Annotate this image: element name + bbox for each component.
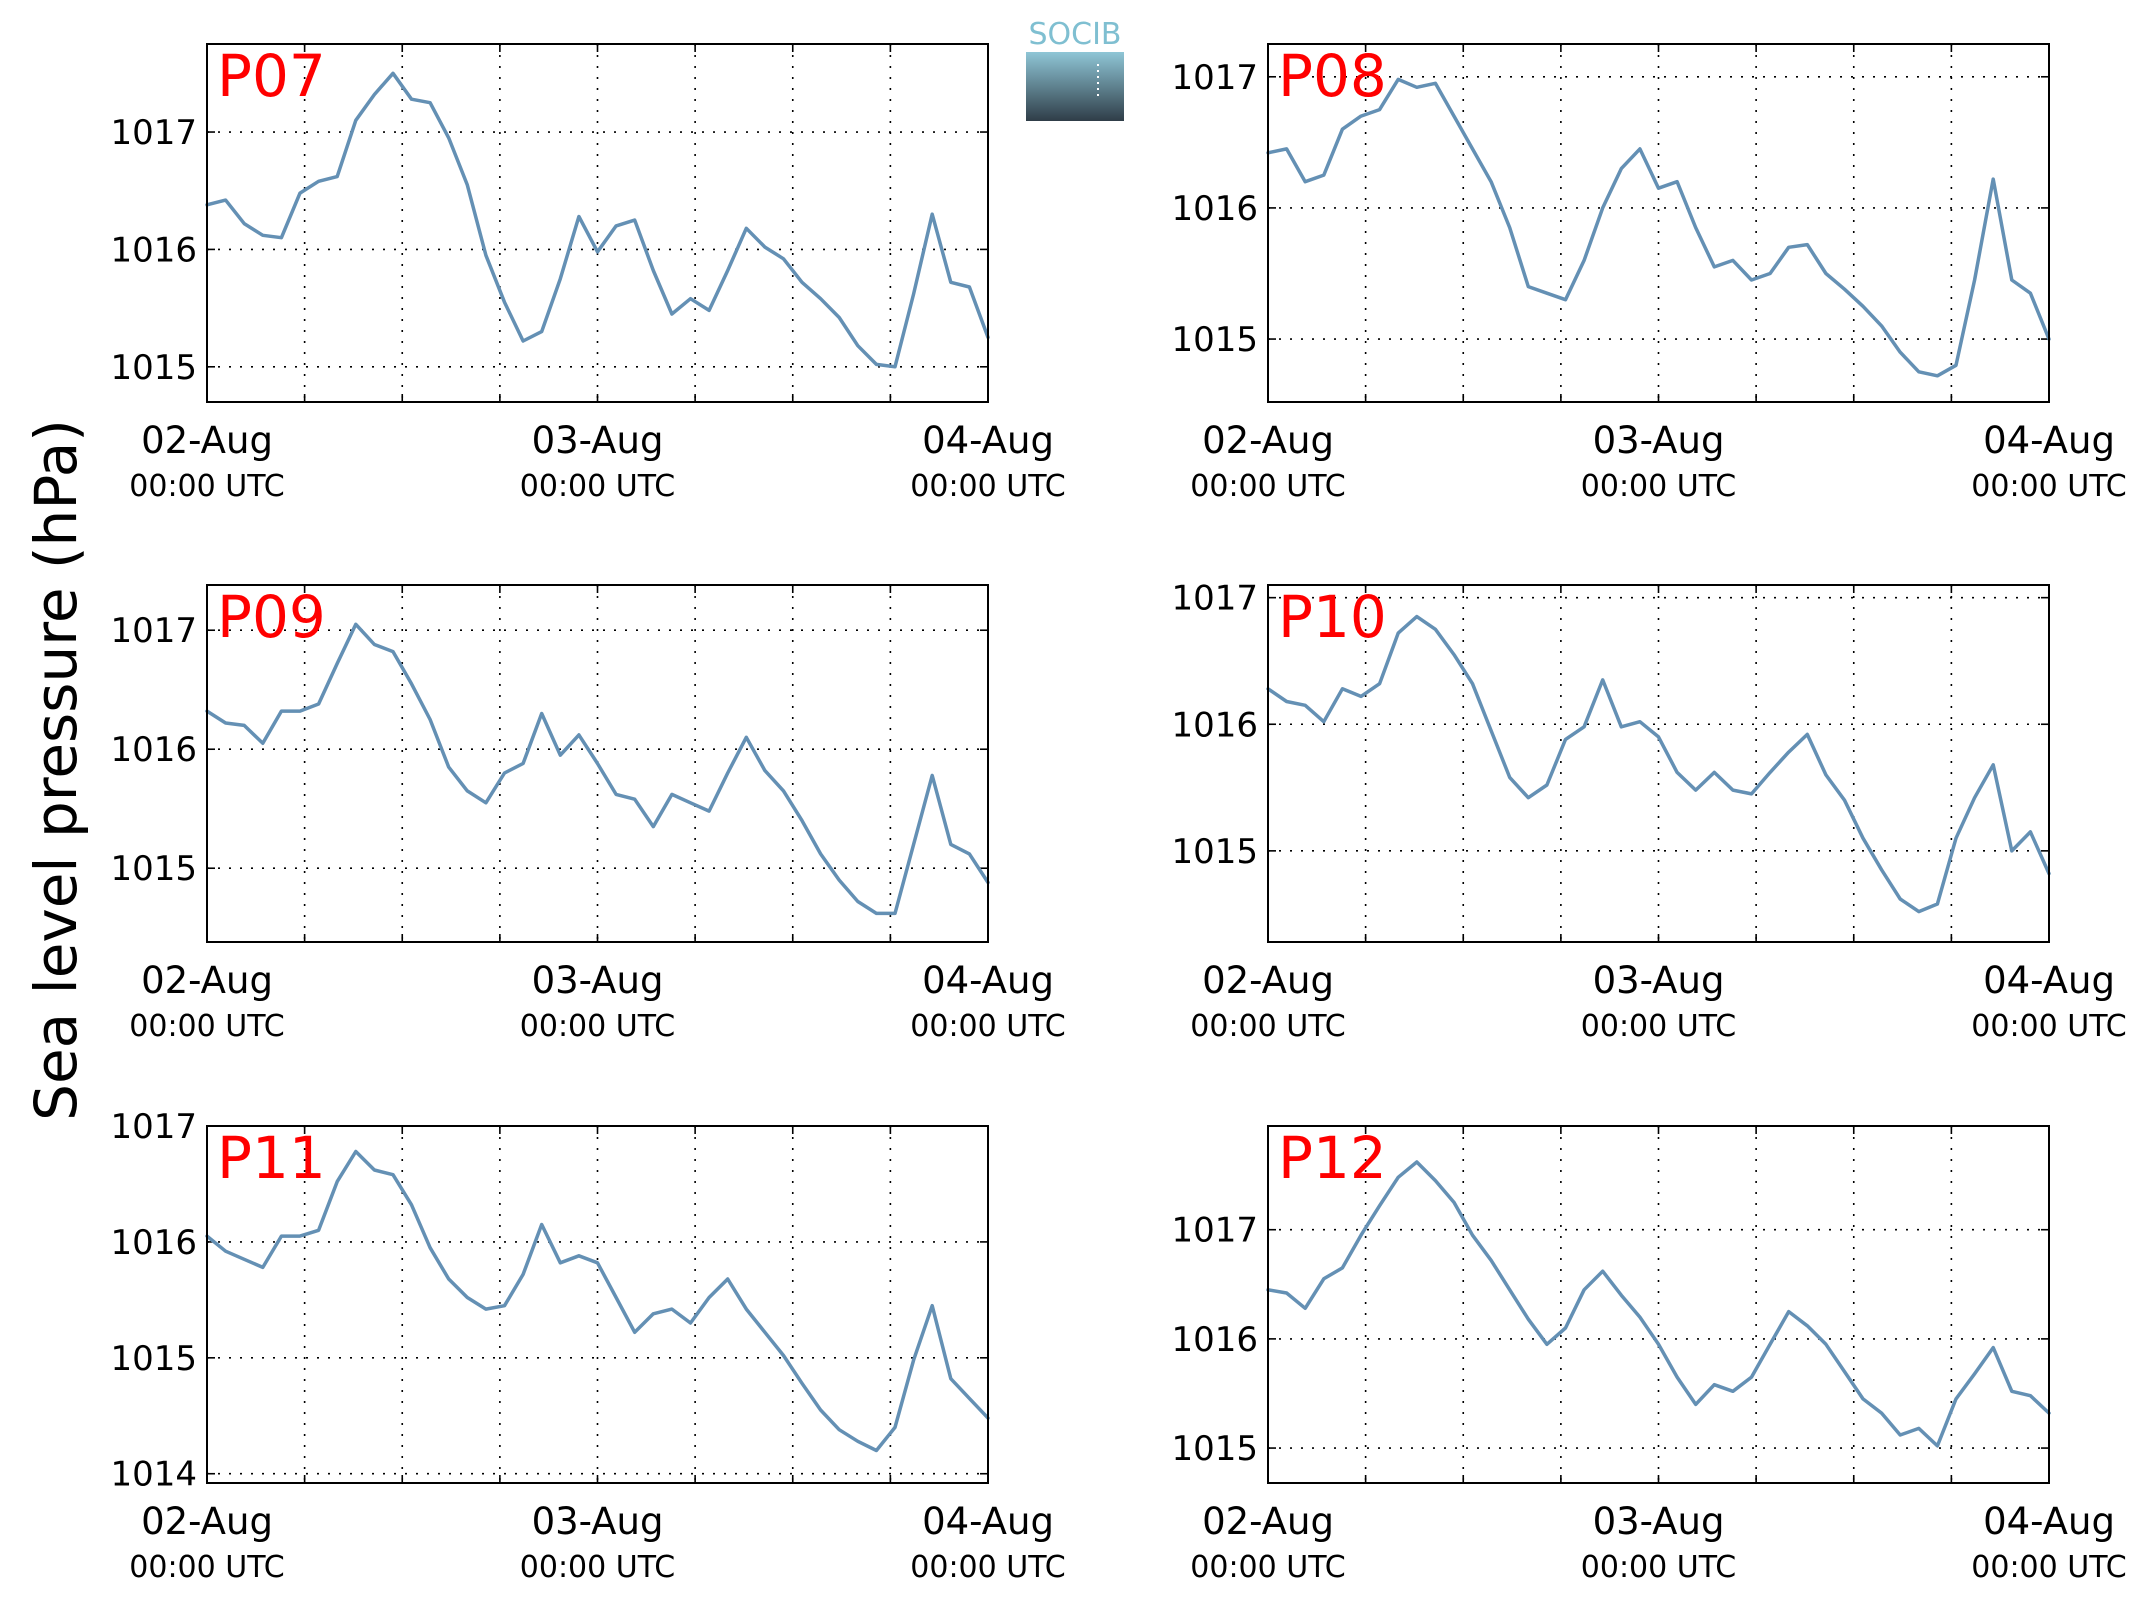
plot-frame — [1267, 1125, 2050, 1484]
series-line-p09 — [205, 622, 990, 916]
x-tick-label-time: 00:00 UTC — [520, 1009, 675, 1044]
y-tick-label: 1017 — [110, 1107, 197, 1147]
x-tick-label-date: 04-Aug — [1983, 1500, 2115, 1543]
x-tick-label-time: 00:00 UTC — [910, 1550, 1065, 1585]
y-tick-label: 1017 — [1171, 579, 1258, 619]
x-tick-label-date: 03-Aug — [532, 1500, 664, 1543]
x-tick-label-time: 00:00 UTC — [910, 469, 1065, 504]
socib-logo: SOCIB — [1026, 17, 1124, 121]
y-tick-label: 1016 — [110, 1223, 197, 1263]
series-line-p11 — [205, 1149, 990, 1453]
panel-label: P12 — [1278, 1124, 1387, 1192]
logo-text: SOCIB — [1028, 17, 1121, 52]
x-tick-label-time: 00:00 UTC — [520, 469, 675, 504]
x-tick-label-time: 00:00 UTC — [129, 469, 284, 504]
x-tick-label-time: 00:00 UTC — [1581, 469, 1736, 504]
y-tick-label: 1015 — [110, 1339, 197, 1379]
y-tick-label: 1017 — [1171, 58, 1258, 98]
y-tick-label: 1016 — [110, 230, 197, 270]
logo-block — [1026, 52, 1124, 121]
y-tick-label: 1015 — [110, 348, 197, 388]
x-tick-label-time: 00:00 UTC — [1581, 1550, 1736, 1585]
chart-panel-p08: 1015 1016 1017 02-Aug 00:00 UTC 03-Aug 00:00 U… — [1171, 42, 2126, 504]
x-tick-label-time: 00:00 UTC — [1581, 1009, 1736, 1044]
chart-panel-p09: 1015 1016 1017 02-Aug 00:00 UTC 03-Aug 00:00 U… — [110, 583, 1065, 1044]
x-tick-label-time: 00:00 UTC — [1190, 469, 1345, 504]
chart-panel-p07: 1015 1016 1017 02-Aug 00:00 UTC 03-Aug 00:00 U… — [110, 42, 1065, 504]
x-tick-label-time: 00:00 UTC — [1971, 1009, 2126, 1044]
x-tick-label-date: 03-Aug — [532, 419, 664, 462]
y-tick-label: 1015 — [1171, 320, 1258, 360]
x-tick-label-date: 02-Aug — [141, 1500, 273, 1543]
series-line-p12 — [1266, 1160, 2051, 1448]
x-tick-label-date: 03-Aug — [1593, 959, 1725, 1002]
y-tick-label: 1016 — [1171, 705, 1258, 745]
x-tick-label-date: 04-Aug — [1983, 419, 2115, 462]
y-tick-label: 1017 — [110, 113, 197, 153]
x-tick-label-date: 04-Aug — [922, 419, 1054, 462]
plot-frame — [1267, 43, 2050, 403]
x-tick-label-date: 02-Aug — [141, 419, 273, 462]
x-tick-label-date: 02-Aug — [1202, 419, 1334, 462]
y-tick-label: 1017 — [110, 611, 197, 651]
x-tick-label-time: 00:00 UTC — [1971, 1550, 2126, 1585]
plot-frame — [206, 1125, 989, 1484]
series-line-p08 — [1266, 77, 2051, 378]
y-tick-label: 1014 — [110, 1455, 197, 1495]
x-tick-label-date: 03-Aug — [532, 959, 664, 1002]
panel-label: P07 — [217, 42, 326, 110]
series-line-p07 — [205, 71, 990, 369]
y-tick-label: 1015 — [1171, 1429, 1258, 1469]
chart-panel-p10: 1015 1016 1017 02-Aug 00:00 UTC 03-Aug 00:00 U… — [1171, 579, 2126, 1044]
y-tick-label: 1016 — [1171, 189, 1258, 229]
x-tick-label-time: 00:00 UTC — [910, 1009, 1065, 1044]
x-tick-label-date: 04-Aug — [1983, 959, 2115, 1002]
y-tick-label: 1015 — [1171, 832, 1258, 872]
panel-label: P08 — [1278, 42, 1387, 110]
chart-panel-p12: 1015 1016 1017 02-Aug 00:00 UTC 03-Aug 00:00 U… — [1171, 1124, 2126, 1585]
x-tick-label-time: 00:00 UTC — [520, 1550, 675, 1585]
y-tick-label: 1015 — [110, 849, 197, 889]
plot-frame — [1267, 584, 2050, 943]
y-tick-label: 1016 — [110, 730, 197, 770]
plot-frame — [206, 584, 989, 943]
x-tick-label-time: 00:00 UTC — [1190, 1550, 1345, 1585]
x-tick-label-date: 02-Aug — [141, 959, 273, 1002]
chart-panel-p11: 1014 1015 1016 1017 02-Aug 00:00 UTC 03-Aug 00:… — [110, 1107, 1065, 1585]
x-tick-label-date: 03-Aug — [1593, 419, 1725, 462]
x-tick-label-date: 02-Aug — [1202, 959, 1334, 1002]
panel-label: P11 — [217, 1124, 326, 1192]
y-tick-label: 1017 — [1171, 1211, 1258, 1251]
x-tick-label-time: 00:00 UTC — [129, 1550, 284, 1585]
x-tick-label-date: 04-Aug — [922, 959, 1054, 1002]
series-line-p10 — [1266, 614, 2051, 914]
panel-label: P09 — [217, 583, 326, 651]
y-axis-label: Sea level pressure (hPa) — [22, 419, 90, 1121]
plot-frame — [206, 43, 989, 403]
y-tick-label: 1016 — [1171, 1320, 1258, 1360]
x-tick-label-time: 00:00 UTC — [1971, 469, 2126, 504]
x-tick-label-date: 03-Aug — [1593, 1500, 1725, 1543]
chart-panels: 1015 1016 1017 02-Aug 00:00 UTC 03-Aug 00:00 U… — [110, 42, 2126, 1585]
x-tick-label-date: 02-Aug — [1202, 1500, 1334, 1543]
x-tick-label-time: 00:00 UTC — [1190, 1009, 1345, 1044]
panel-label: P10 — [1278, 583, 1387, 651]
x-tick-label-time: 00:00 UTC — [129, 1009, 284, 1044]
x-tick-label-date: 04-Aug — [922, 1500, 1054, 1543]
